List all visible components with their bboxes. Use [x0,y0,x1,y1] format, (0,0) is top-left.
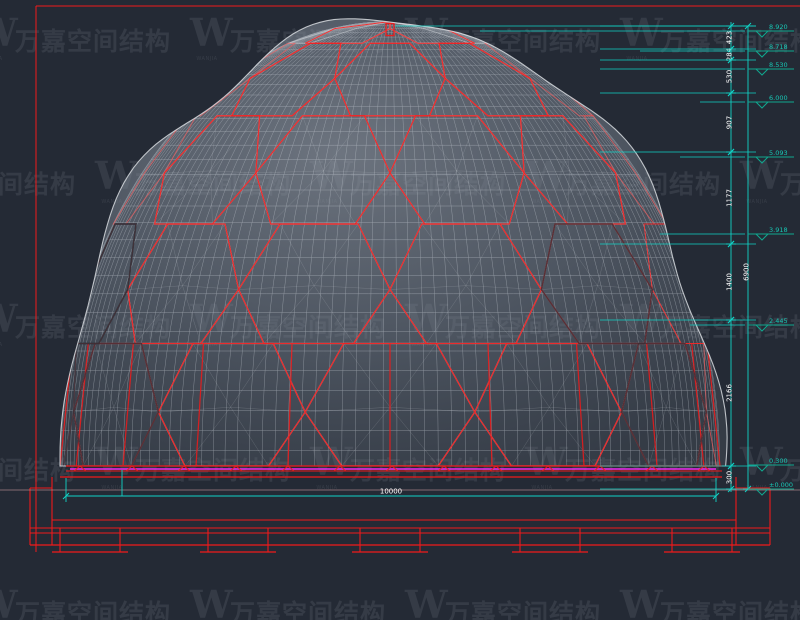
vertical-dimension-label: 907 [726,116,734,129]
dimension-annotations: 423 284 530 907 1177 1400 2166 300 6900 8.920 8.71… [62,22,794,502]
elevation-mark-label: 6.000 [769,94,788,102]
elevation-mark-label: ±0.000 [769,481,793,489]
vertical-dimension-label: 300 [726,471,734,484]
span-dimension-label: 10000 [380,488,402,496]
overall-height-label: 6900 [743,263,751,281]
elevation-mark-label: 0.300 [769,457,788,465]
dome-structure [59,18,728,467]
foundation-structure [0,5,800,553]
vertical-dimension-label: 2166 [726,384,734,402]
elevation-mark-label: 8.920 [769,23,788,31]
elevation-mark-label: 8.718 [769,43,788,51]
vertical-dimension-label: 1177 [726,189,734,207]
elevation-mark-label: 3.918 [769,226,788,234]
vertical-dimension-label: 530 [726,70,734,83]
elevation-mark-label: 5.093 [769,149,788,157]
vertical-dimension-label: 423 [726,31,734,44]
vertical-dimension-label: 1400 [726,273,734,291]
elevation-mark-label: 8.530 [769,61,788,69]
elevation-mark-label: 2.445 [769,317,788,325]
vertical-dimension-label: 284 [726,47,734,61]
